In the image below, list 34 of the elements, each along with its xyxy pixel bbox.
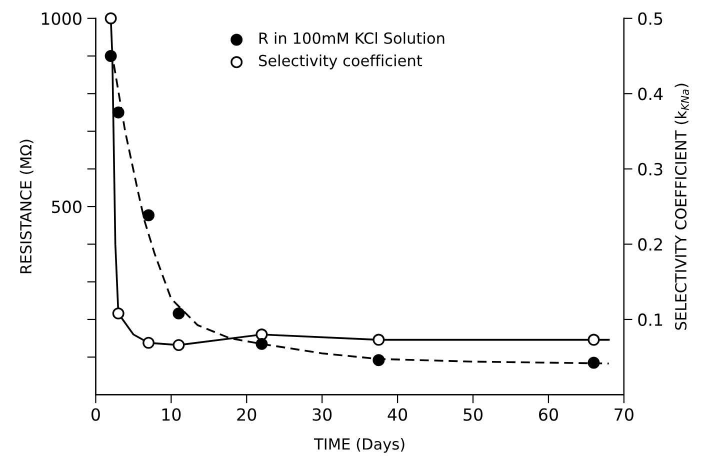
- point: [104, 12, 117, 24]
- legend-label: R in 100mM KCl Solution: [259, 32, 444, 44]
- point: [112, 307, 124, 320]
- point: [142, 336, 155, 349]
- y2-tick-label: 0.4: [638, 88, 663, 100]
- y2-tick-label: 0.3: [638, 162, 662, 176]
- point: [112, 106, 124, 118]
- x-tick-label: 60: [539, 408, 558, 421]
- point: [142, 209, 155, 222]
- x-tick-label: 0: [92, 408, 100, 421]
- point: [172, 307, 185, 320]
- x-tick-label: 40: [388, 408, 408, 421]
- y-tick-label: 500: [52, 200, 82, 214]
- x-tick-label: 10: [162, 408, 181, 421]
- legend-label: Selectivity coefficient: [258, 54, 422, 70]
- point: [172, 339, 185, 352]
- point: [372, 354, 385, 366]
- x-axis-title: TIME (Days): [314, 438, 404, 453]
- point: [372, 334, 385, 346]
- x-tick-label: 20: [237, 408, 256, 421]
- y-tick-label: 1000: [42, 12, 82, 25]
- y2-axis-title: SELECTIVITY COEFFICIENT (k$_{KNa}$): [674, 84, 689, 330]
- x-tick-label: 30: [312, 408, 332, 421]
- point: [104, 50, 117, 62]
- y2-tick-label: 0.5: [638, 12, 662, 25]
- y-axis-title: RESISTANCE (MΩ): [20, 140, 34, 274]
- x-tick-label: 70: [614, 408, 634, 421]
- x-tick-label: 50: [464, 408, 482, 421]
- y2-tick-label: 0.2: [638, 238, 662, 251]
- point: [588, 334, 600, 346]
- point: [256, 338, 268, 350]
- point: [256, 328, 268, 341]
- point: [588, 356, 600, 369]
- y2-tick-label: 0.1: [638, 313, 662, 326]
